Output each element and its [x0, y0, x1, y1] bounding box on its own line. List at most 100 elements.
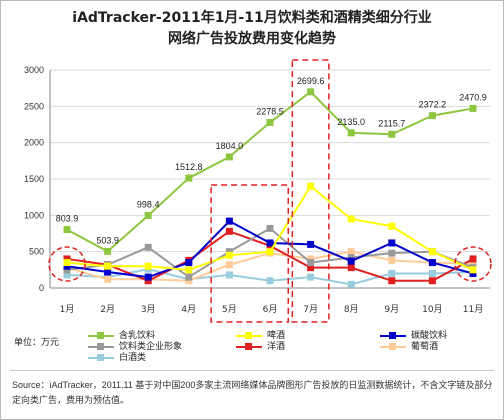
data-point: [266, 224, 274, 232]
x-tick-label: 10月: [422, 304, 442, 315]
data-point: [185, 259, 193, 267]
data-point: [185, 174, 193, 182]
data-point: [469, 266, 477, 274]
data-point: [347, 280, 355, 288]
data-point: [225, 261, 233, 269]
data-point: [225, 271, 233, 279]
data-point: [347, 248, 355, 256]
y-tick-label: 2000: [24, 138, 44, 148]
legend-marker: [97, 354, 104, 361]
legend-marker: [245, 343, 252, 350]
data-point: [225, 251, 233, 259]
data-point: [63, 262, 71, 270]
legend-label: 洋酒: [267, 341, 286, 351]
data-point: [225, 217, 233, 225]
data-point: [266, 239, 274, 247]
data-point: [307, 240, 315, 248]
data-point: [388, 239, 396, 247]
data-point: [469, 269, 477, 277]
data-label: 2372.2: [419, 100, 447, 110]
y-tick-label: 2500: [24, 101, 44, 111]
data-point: [469, 255, 477, 263]
data-point: [266, 248, 274, 256]
legend-marker: [389, 332, 396, 339]
data-point: [185, 277, 193, 285]
data-point: [225, 248, 233, 256]
data-point: [428, 112, 436, 120]
data-label: 503.9: [96, 235, 119, 245]
legend: 含乳饮料 啤酒 碳酸饮料饮料类企业形象 洋酒 葡萄酒白酒类: [88, 330, 498, 364]
data-point: [469, 260, 477, 268]
unit-label: 单位：万元: [14, 337, 60, 347]
data-label: 2115.7: [378, 118, 405, 128]
data-label: 1804.0: [216, 141, 244, 151]
x-tick-label: 11月: [463, 304, 483, 315]
data-point: [388, 130, 396, 138]
source-note: Source：iAdTracker，2011.11 基于对中国200多家主流网络…: [12, 380, 493, 405]
legend-label: 碳酸饮料: [411, 330, 448, 340]
legend-marker: [389, 343, 396, 350]
y-tick-label: 500: [29, 247, 44, 257]
data-point: [63, 255, 71, 263]
data-point: [388, 222, 396, 230]
data-point: [347, 215, 355, 223]
data-point: [307, 273, 315, 281]
data-label: 2135.0: [337, 117, 365, 127]
x-tick-label: 6月: [263, 304, 278, 315]
data-point: [428, 248, 436, 256]
legend-marker: [97, 343, 104, 350]
data-point: [266, 118, 274, 126]
data-point: [307, 264, 315, 272]
data-point: [225, 227, 233, 235]
data-point: [104, 247, 112, 255]
legend-label: 含乳饮料: [119, 330, 156, 340]
data-point: [185, 266, 193, 274]
legend-label: 白酒类: [119, 352, 147, 362]
legend-marker: [245, 332, 252, 339]
y-tick-label: 3000: [24, 65, 44, 75]
data-point: [104, 268, 112, 276]
data-point: [428, 269, 436, 277]
data-point: [104, 275, 112, 283]
data-point: [469, 104, 477, 112]
divider: [10, 370, 494, 371]
x-tick-label: 3月: [141, 304, 156, 315]
data-label: 2278.5: [256, 106, 284, 116]
data-point: [266, 277, 274, 285]
highlight-box: [291, 59, 330, 323]
data-point: [63, 226, 71, 234]
x-tick-label: 9月: [384, 304, 399, 315]
data-point: [144, 262, 152, 270]
data-point: [225, 153, 233, 161]
data-point: [307, 255, 315, 263]
data-point: [347, 264, 355, 272]
data-point: [428, 277, 436, 285]
chart-title: iAdTracker-2011年1月-11月饮料类和酒精类细分行业 网络广告投放…: [0, 8, 504, 50]
legend-marker: [97, 332, 104, 339]
data-point: [144, 211, 152, 219]
data-point: [307, 88, 315, 96]
data-label: 998.4: [137, 199, 160, 209]
data-point: [144, 273, 152, 281]
data-point: [347, 253, 355, 261]
x-tick-label: 1月: [60, 304, 75, 315]
y-tick-label: 1500: [24, 174, 44, 184]
legend-label: 啤酒: [267, 330, 286, 340]
data-label: 803.9: [56, 214, 79, 224]
chart-title-line2: 网络广告投放费用变化趋势: [168, 31, 336, 47]
x-tick-label: 7月: [303, 304, 318, 315]
x-tick-label: 8月: [344, 304, 359, 315]
x-tick-label: 4月: [181, 304, 196, 315]
x-tick-label: 2月: [100, 304, 115, 315]
highlight-circle: [454, 246, 492, 282]
data-point: [307, 182, 315, 190]
legend-label: 饮料类企业形象: [119, 341, 183, 351]
data-label: 1512.8: [175, 162, 203, 172]
data-label: 2470.9: [459, 92, 487, 102]
data-point: [104, 262, 112, 270]
data-point: [185, 273, 193, 281]
y-tick-label: 0: [39, 283, 44, 293]
legend-label: 葡萄酒: [411, 341, 439, 351]
line-chart: 0 500 1000 1500 2000 2500 3000 1月 2月 3月 4月 5月 6月 7月 8月…: [24, 59, 492, 323]
data-point: [144, 243, 152, 251]
